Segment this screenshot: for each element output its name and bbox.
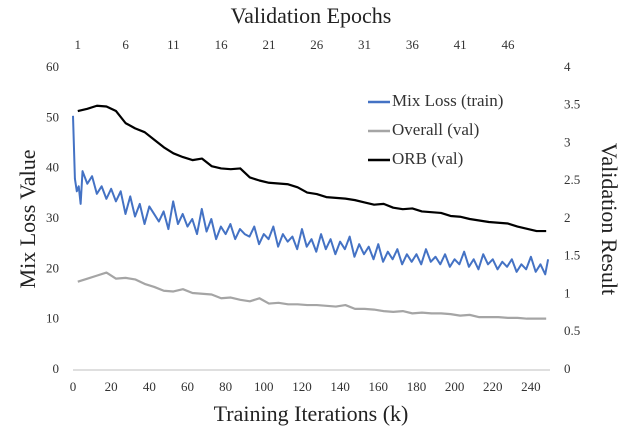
x-tick-label: 240 [521,379,541,394]
y-tick-label: 0 [53,361,60,376]
x-tick-label: 80 [219,379,232,394]
x2-tick-label: 26 [310,37,324,52]
x-tick-label: 60 [181,379,194,394]
x-tick-label: 180 [407,379,427,394]
legend-label: Overall (val) [392,120,479,139]
x2-tick-label: 11 [167,37,180,52]
y2-axis-title: Validation Result [597,143,622,295]
x2-tick-label: 6 [122,37,129,52]
x-tick-label: 200 [445,379,465,394]
y-tick-label: 60 [46,59,59,74]
y-axis-title: Mix Loss Value [15,150,40,289]
y2-tick-label: 2 [564,210,571,225]
x2-tick-label: 16 [215,37,229,52]
series-line [77,104,547,233]
x-tick-label: 140 [330,379,350,394]
y2-tick-label: 1 [564,285,571,300]
series-line [77,271,547,320]
y2-tick-label: 0.5 [564,323,580,338]
legend-label: Mix Loss (train) [392,91,503,110]
x-tick-label: 20 [105,379,118,394]
x-tick-label: 40 [143,379,156,394]
y2-tick-label: 1.5 [564,248,580,263]
x-tick-label: 0 [70,379,77,394]
y-tick-label: 40 [46,160,59,175]
x2-tick-label: 31 [358,37,371,52]
y-tick-label: 30 [46,210,59,225]
y-tick-label: 50 [46,109,59,124]
y2-tick-label: 3.5 [564,97,580,112]
x-tick-label: 220 [483,379,503,394]
y2-tick-label: 4 [564,59,571,74]
series-line [72,115,550,276]
x-axis-title: Training Iterations (k) [214,401,409,426]
x-tick-label: 100 [254,379,274,394]
y2-tick-label: 0 [564,361,571,376]
x2-tick-label: 46 [501,37,515,52]
x-tick-label: 120 [292,379,312,394]
x-tick-label: 160 [369,379,389,394]
x2-tick-label: 36 [406,37,420,52]
y2-tick-label: 3 [564,134,571,149]
x2-tick-label: 1 [75,37,82,52]
y2-tick-label: 2.5 [564,172,580,187]
legend-label: ORB (val) [392,149,463,168]
y-tick-label: 20 [46,260,59,275]
y-tick-label: 10 [46,311,59,326]
x2-tick-label: 21 [262,37,275,52]
top-axis-title: Validation Epochs [231,3,392,28]
x2-tick-label: 41 [454,37,467,52]
